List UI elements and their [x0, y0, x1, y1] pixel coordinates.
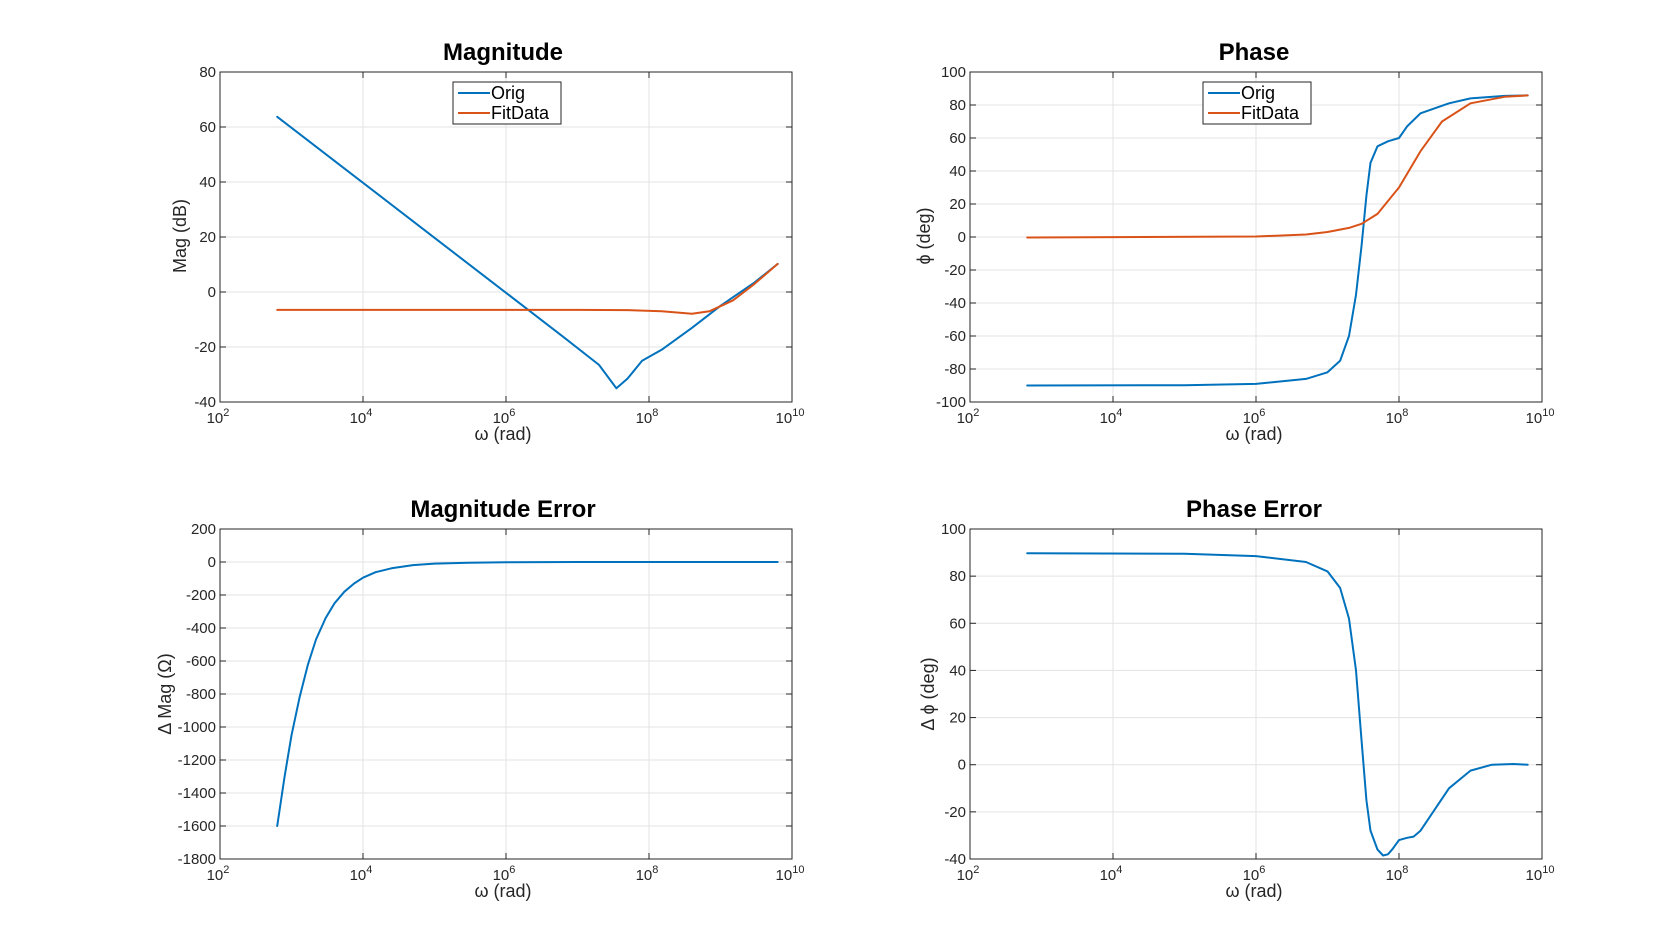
- subplot-phase-error: Phase Error ω (rad) Δ ϕ (deg) 102 104 106 1…: [918, 496, 1554, 901]
- chart-title: Phase Error: [1186, 496, 1322, 523]
- y-tick-label: 20: [199, 229, 216, 246]
- legend-label: Orig: [1241, 83, 1275, 103]
- x-tick-exponent: 10: [1542, 407, 1554, 419]
- y-tick-label: -40: [194, 394, 216, 411]
- x-tick-exponent: 10: [792, 864, 804, 876]
- legend-label: FitData: [1241, 103, 1300, 123]
- y-tick-label: 60: [949, 615, 966, 632]
- y-tick-label: -100: [936, 394, 966, 411]
- y-tick-label: -40: [944, 851, 966, 868]
- subplot-magnitude-error: Magnitude Error ω (rad) Δ Mag (Ω) 10 2 104…: [155, 496, 804, 901]
- chart-title: Magnitude: [443, 39, 563, 66]
- x-tick-label: 1010: [1526, 864, 1555, 884]
- x-tick-label: 104: [350, 407, 373, 427]
- series-line-orig: [276, 115, 779, 390]
- y-tick-label: 100: [941, 64, 966, 81]
- y-tick-label: -800: [186, 686, 216, 703]
- y-tick-label: 20: [949, 710, 966, 727]
- x-tick-label: 1010: [1526, 407, 1555, 427]
- y-axis-label: ϕ (deg): [914, 207, 934, 264]
- y-tick-label: -400: [186, 620, 216, 637]
- y-tick-label: 60: [949, 130, 966, 147]
- x-tick-exponent: 4: [1116, 864, 1122, 876]
- series-line-error: [1026, 552, 1529, 857]
- chart-title: Magnitude Error: [410, 496, 595, 523]
- y-tick-label: 0: [958, 757, 966, 774]
- x-tick-label: 108: [1386, 407, 1409, 427]
- x-axis-label: ω (rad): [474, 881, 531, 901]
- x-tick-label: 104: [350, 864, 373, 884]
- y-tick-label: -600: [186, 653, 216, 670]
- y-tick-label: -1400: [178, 785, 216, 802]
- subplot-phase: Phase ω (rad) ϕ (deg) 102 104 106 108 1010-1…: [914, 39, 1554, 444]
- y-axis-label: Mag (dB): [170, 199, 190, 273]
- y-tick-label: 60: [199, 119, 216, 136]
- y-tick-label: 0: [958, 229, 966, 246]
- y-tick-label: -20: [944, 262, 966, 279]
- y-tick-label: -1000: [178, 719, 216, 736]
- y-tick-label: -1600: [178, 818, 216, 835]
- x-tick-exponent: 8: [1402, 864, 1408, 876]
- x-tick-label: 104: [1100, 864, 1123, 884]
- y-tick-label: 40: [949, 163, 966, 180]
- x-tick-exponent: 4: [366, 864, 372, 876]
- y-tick-label: 80: [949, 97, 966, 114]
- y-tick-label: 80: [949, 568, 966, 585]
- x-tick-exponent: 6: [509, 864, 515, 876]
- x-tick-exponent: 6: [1259, 864, 1265, 876]
- x-tick-label: 108: [1386, 864, 1409, 884]
- subplot-magnitude: Magnitude ω (rad) Mag (dB) 102 104 106 108 1…: [170, 39, 804, 444]
- y-tick-label: 80: [199, 64, 216, 81]
- x-tick-exponent: 8: [652, 407, 658, 419]
- y-tick-label: -20: [944, 804, 966, 821]
- legend-box: [452, 81, 562, 125]
- x-axis-label: ω (rad): [1225, 881, 1282, 901]
- x-tick-exponent: 6: [1259, 407, 1265, 419]
- y-tick-label: -40: [944, 295, 966, 312]
- y-tick-label: -60: [944, 328, 966, 345]
- legend-label: Orig: [491, 83, 525, 103]
- x-axis-label: ω (rad): [474, 424, 531, 444]
- legend-box: [1202, 81, 1312, 125]
- y-tick-label: -80: [944, 361, 966, 378]
- y-tick-label: 100: [941, 521, 966, 538]
- x-tick-exponent: 10: [1542, 864, 1554, 876]
- x-tick-exponent: 6: [509, 407, 515, 419]
- x-tick-exponent: 8: [1402, 407, 1408, 419]
- x-tick-exponent: 8: [652, 864, 658, 876]
- y-tick-label: 200: [191, 521, 216, 538]
- y-tick-label: 0: [208, 284, 216, 301]
- y-tick-label: -200: [186, 587, 216, 604]
- x-tick-label: 1010: [776, 407, 805, 427]
- x-tick-exponent: 2: [223, 864, 229, 876]
- x-tick-exponent: 4: [1116, 407, 1122, 419]
- series-line-error: [276, 561, 779, 827]
- x-tick-exponent: 2: [973, 407, 979, 419]
- x-tick-exponent: 10: [792, 407, 804, 419]
- y-tick-label: 40: [199, 174, 216, 191]
- y-tick-label: -1800: [178, 851, 216, 868]
- x-tick-label: 108: [636, 407, 659, 427]
- x-tick-label: 104: [1100, 407, 1123, 427]
- x-tick-exponent: 4: [366, 407, 372, 419]
- series-line-orig: [1026, 94, 1529, 387]
- x-tick-exponent: 2: [973, 864, 979, 876]
- y-axis-label: Δ Mag (Ω): [155, 653, 175, 735]
- y-axis-label: Δ ϕ (deg): [918, 657, 938, 730]
- y-tick-label: 0: [208, 554, 216, 571]
- y-tick-label: 40: [949, 662, 966, 679]
- y-tick-label: 20: [949, 196, 966, 213]
- x-tick-label: 1010: [776, 864, 805, 884]
- series-line-fitdata: [1026, 94, 1529, 239]
- x-tick-exponent: 2: [223, 407, 229, 419]
- chart-title: Phase: [1219, 39, 1290, 66]
- y-tick-label: -1200: [178, 752, 216, 769]
- series-line-fitdata: [276, 262, 779, 315]
- x-axis-label: ω (rad): [1225, 424, 1282, 444]
- y-tick-label: -20: [194, 339, 216, 356]
- legend-label: FitData: [491, 103, 550, 123]
- x-tick-label: 108: [636, 864, 659, 884]
